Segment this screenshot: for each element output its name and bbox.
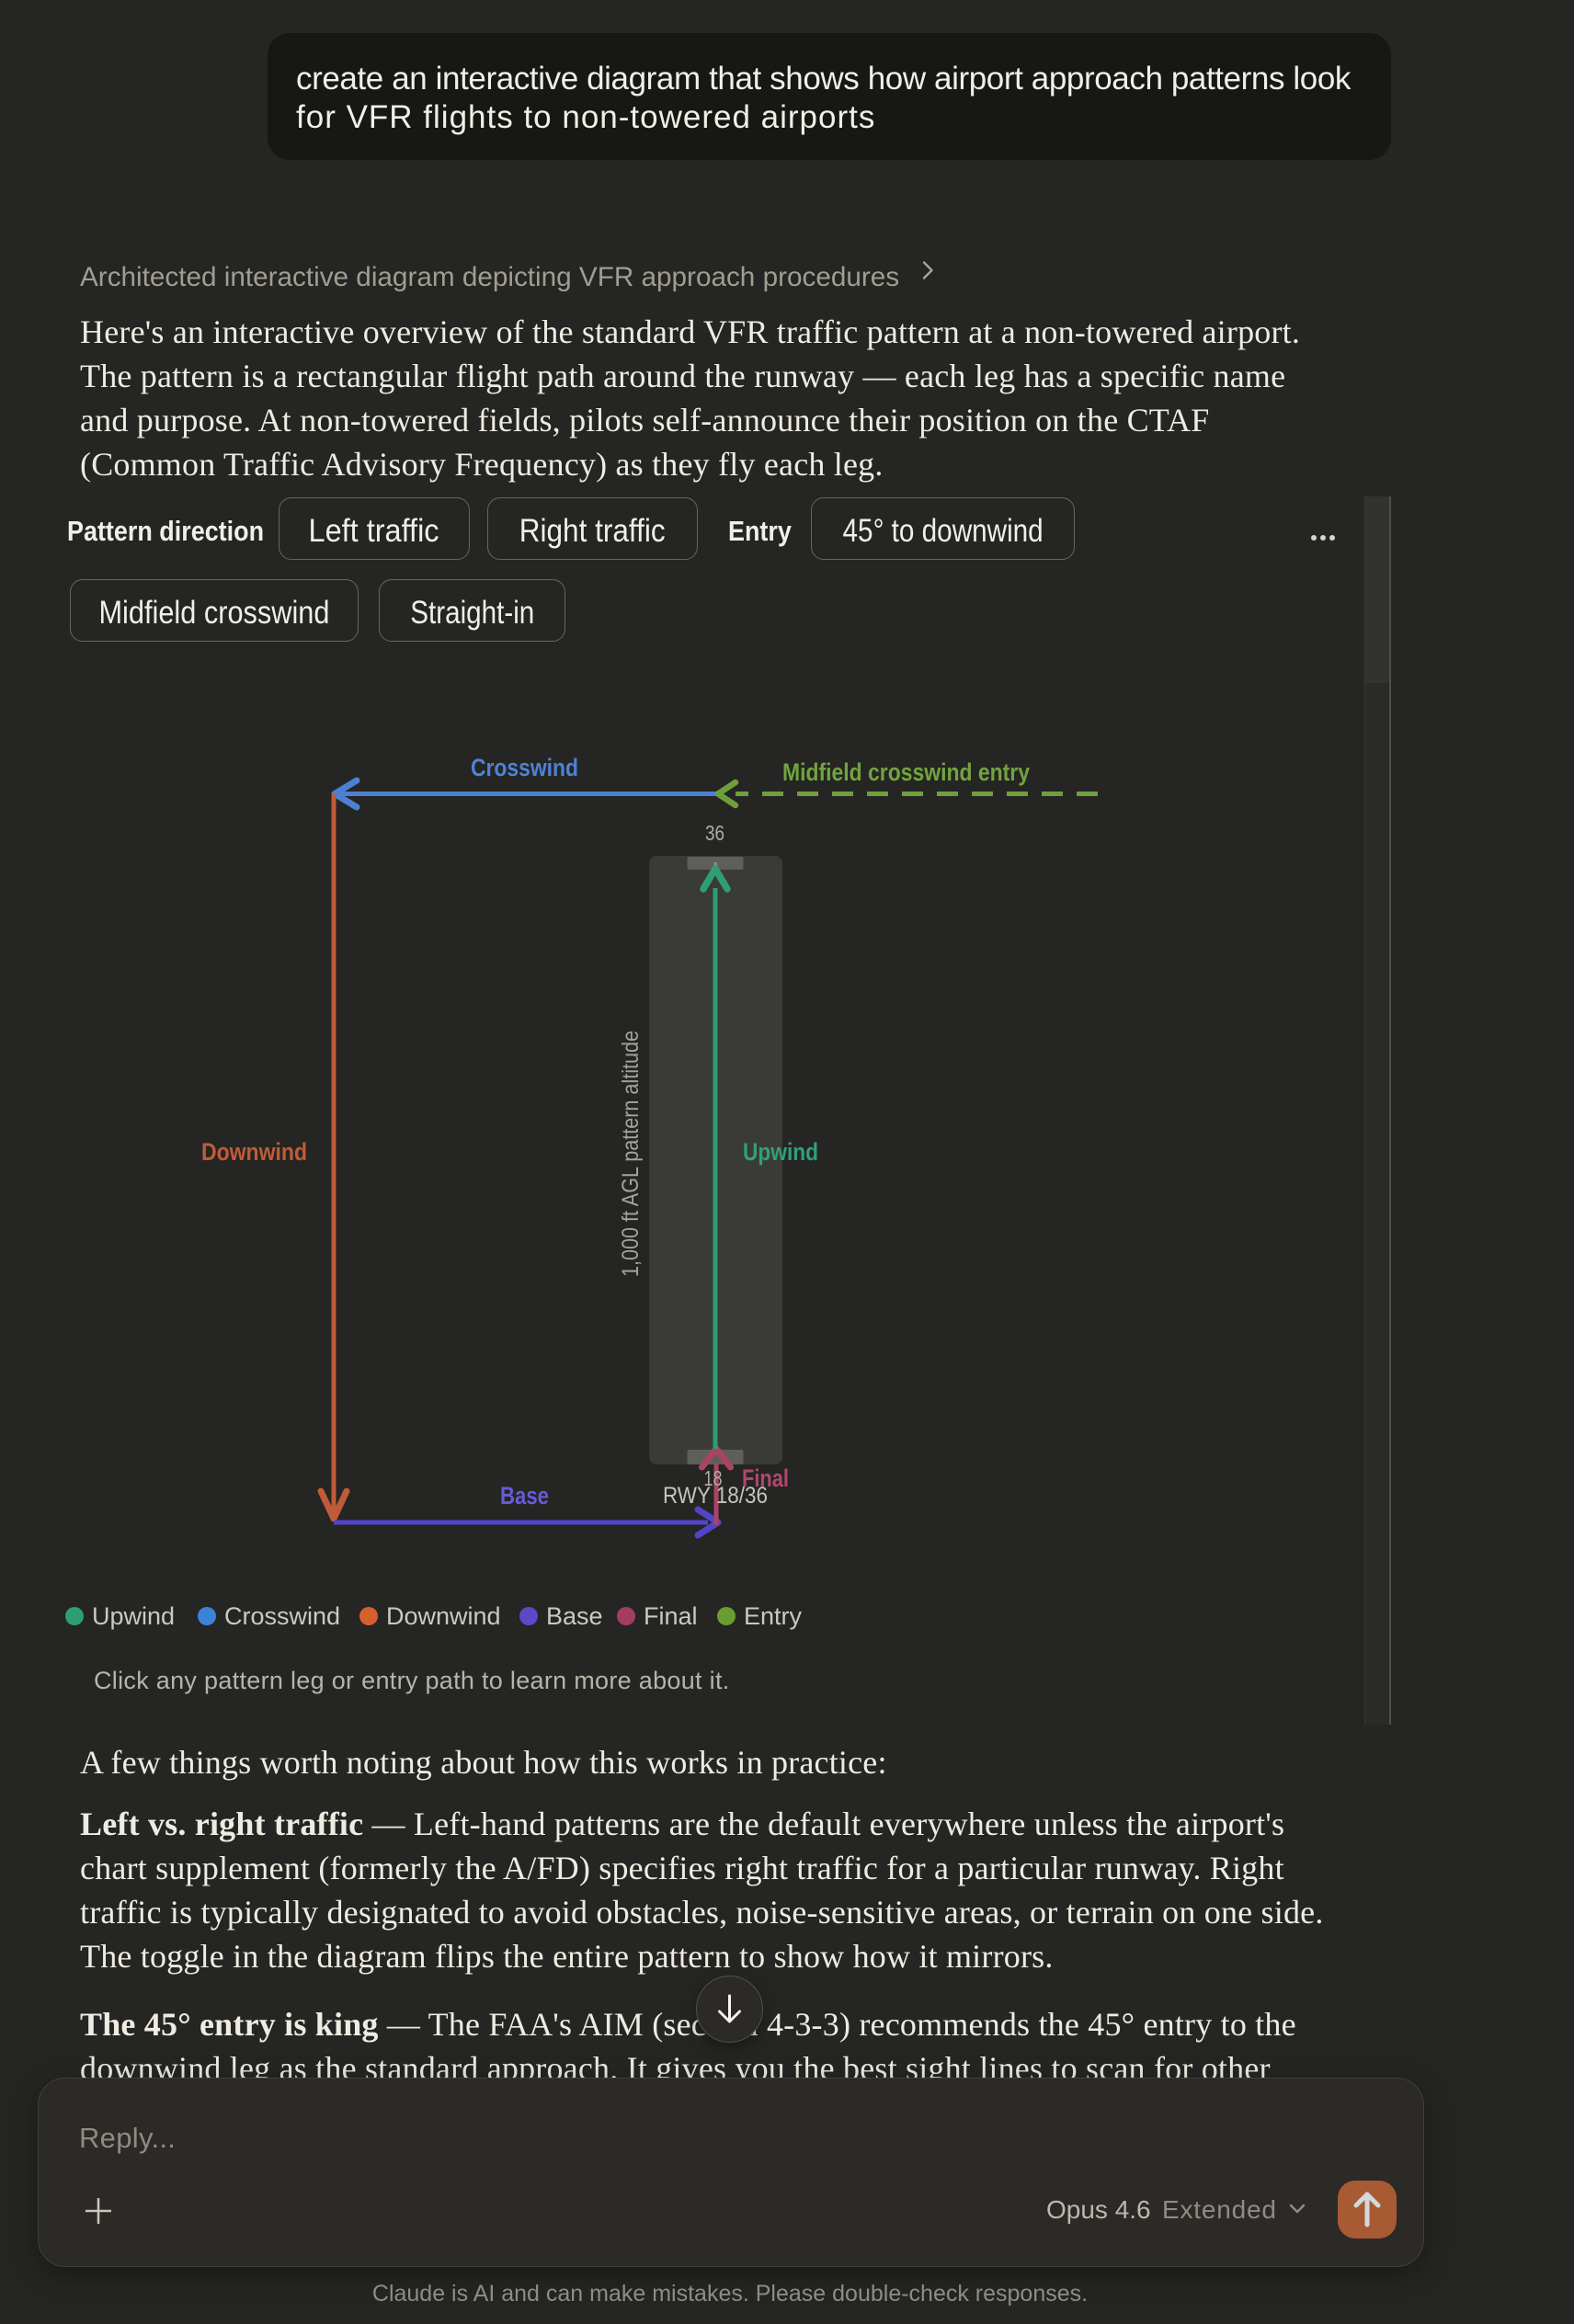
svg-text:Upwind: Upwind [743, 1138, 818, 1166]
svg-text:36: 36 [705, 821, 724, 845]
svg-text:Midfield crosswind entry: Midfield crosswind entry [782, 758, 1030, 786]
svg-text:Downwind: Downwind [201, 1138, 307, 1166]
svg-text:Final: Final [742, 1464, 789, 1492]
svg-text:Crosswind: Crosswind [471, 754, 578, 781]
svg-text:18: 18 [704, 1466, 723, 1490]
svg-text:RWY 18/36: RWY 18/36 [663, 1483, 768, 1509]
svg-text:Base: Base [500, 1482, 549, 1509]
svg-text:1,000 ft AGL pattern altitude: 1,000 ft AGL pattern altitude [618, 1031, 644, 1277]
